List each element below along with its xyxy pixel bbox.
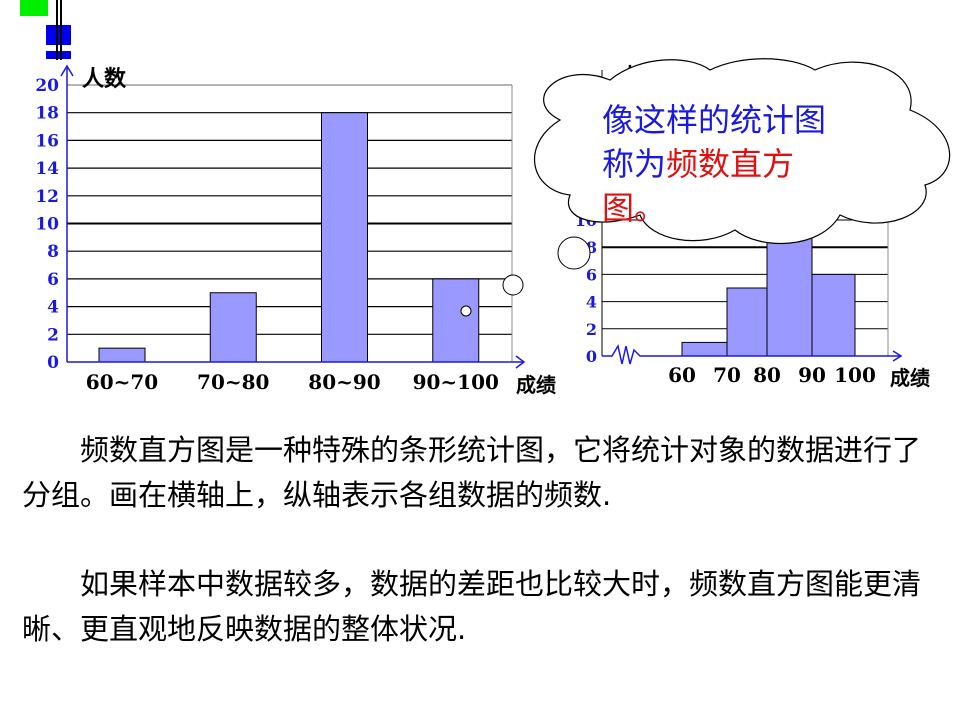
paragraph-1: 频数直方图是一种特殊的条形统计图，它将统计对象的数据进行了分组。画在横轴上，纵轴…	[22, 433, 922, 512]
x-tick-label: 90	[798, 363, 826, 387]
bar	[811, 273, 856, 357]
paragraph-2: 如果样本中数据较多，数据的差距也比较大时，频数直方图能更清晰、更直观地反映数据的…	[22, 567, 922, 646]
callout-end: 。	[634, 189, 667, 227]
x-tick-label: 60	[668, 363, 696, 387]
x-axis-label: 成绩	[516, 373, 556, 397]
x-tick-label: 70	[713, 363, 741, 387]
x-axis-arrow	[892, 350, 903, 362]
y-tick-label: 4	[586, 293, 597, 312]
x-axis-arrow	[515, 355, 526, 369]
x-axis-label: 成绩	[890, 366, 930, 390]
y-tick-label: 2	[47, 325, 59, 345]
y-tick-label: 10	[35, 215, 59, 235]
histogram-bar-chart-left: 0 2 4 6 8 10 12 14 16 18 20 60~70 70~80 80~90 90~100 人数…	[35, 64, 556, 397]
decor-blue-block	[46, 51, 71, 59]
y-tick-label: 2	[586, 320, 597, 339]
x-tick-label: 90~100	[413, 370, 499, 394]
callout-text: 像这样的统计图称为频数直方图。	[602, 98, 842, 230]
x-tick-label: 100	[834, 363, 876, 387]
x-tick-label: 60~70	[86, 370, 158, 394]
y-tick-label: 12	[35, 187, 59, 207]
x-axis-with-break	[602, 344, 900, 365]
x-tick-label: 80~90	[308, 370, 380, 394]
y-tick-label: 6	[47, 270, 59, 290]
y-axis-label: 人数	[82, 66, 127, 92]
y-tick-label: 6	[586, 265, 597, 284]
bar	[209, 292, 257, 363]
decor-blue-block	[46, 25, 71, 45]
y-tick-label: 18	[35, 104, 59, 124]
y-tick-label: 14	[35, 159, 59, 179]
y-tick-label: 20	[35, 76, 59, 96]
callout-red-text: 频数直方图	[602, 145, 795, 227]
y-tick-label: 0	[586, 347, 597, 366]
y-tick-label: 16	[35, 131, 59, 151]
decor-green-block	[20, 0, 48, 16]
bar	[432, 278, 480, 363]
y-tick-label: 8	[47, 242, 59, 262]
bar	[726, 287, 768, 357]
callout-blue-text: 像这样的统计图称为	[602, 101, 827, 183]
bar	[321, 112, 368, 363]
y-axis-arrow	[60, 64, 74, 77]
bar	[98, 347, 146, 363]
y-tick-label: 8	[586, 238, 597, 257]
x-tick-label: 70~80	[197, 370, 269, 394]
y-tick-label: 4	[47, 298, 59, 318]
thought-cloud	[460, 58, 951, 317]
y-tick-label: 0	[47, 353, 59, 373]
x-tick-label: 80	[753, 363, 781, 387]
bar	[681, 341, 728, 357]
